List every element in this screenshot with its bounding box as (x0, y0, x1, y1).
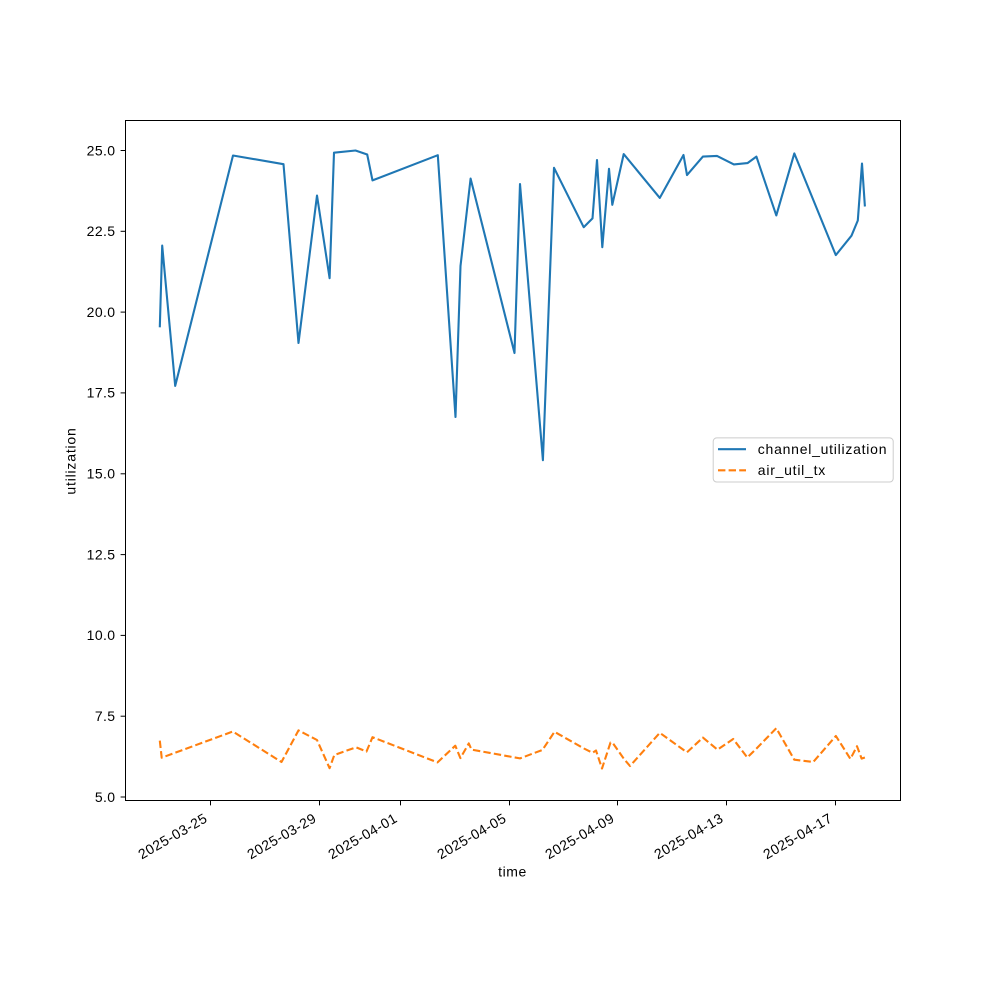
svg-text:22.5: 22.5 (87, 223, 116, 239)
svg-text:25.0: 25.0 (87, 142, 116, 158)
svg-text:7.5: 7.5 (95, 708, 116, 724)
svg-text:15.0: 15.0 (87, 466, 116, 482)
svg-text:10.0: 10.0 (87, 627, 116, 643)
svg-text:time: time (498, 864, 527, 880)
svg-text:utilization: utilization (63, 427, 79, 494)
svg-text:17.5: 17.5 (87, 385, 116, 401)
svg-text:20.0: 20.0 (87, 304, 116, 320)
svg-text:channel_utilization: channel_utilization (758, 441, 887, 457)
svg-text:air_util_tx: air_util_tx (758, 462, 826, 478)
svg-text:12.5: 12.5 (87, 546, 116, 562)
svg-text:5.0: 5.0 (95, 789, 116, 805)
